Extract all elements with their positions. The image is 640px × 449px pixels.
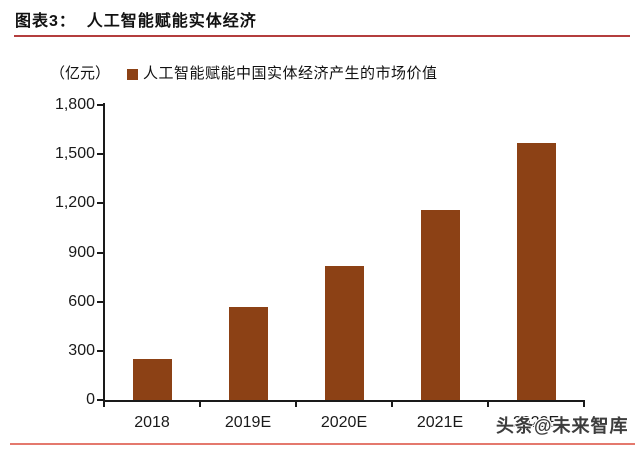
bar-2021E — [420, 209, 460, 400]
title-underline — [14, 35, 630, 37]
y-axis-tick — [97, 251, 103, 254]
x-axis-category-label: 2019E — [224, 414, 272, 431]
x-axis-line — [103, 400, 585, 402]
x-axis-category-label: 2020E — [320, 414, 368, 431]
y-axis-tick-label: 1,800 — [54, 96, 95, 113]
x-axis-tick — [199, 402, 201, 407]
bar-2020E — [324, 265, 364, 400]
legend-swatch-icon — [127, 69, 138, 80]
y-axis-tick-label: 1,200 — [54, 194, 95, 212]
y-axis-tick-label: 900 — [68, 243, 95, 261]
x-axis-category-label: 2021E — [416, 414, 464, 431]
y-axis-tick — [97, 202, 103, 205]
legend-label: 人工智能赋能中国实体经济产生的市场价值 — [143, 65, 438, 82]
x-axis-tick — [583, 402, 585, 407]
watermark: 头条@未来智库 — [496, 416, 629, 436]
bar-2019E — [228, 306, 268, 400]
y-axis-tick — [97, 104, 103, 106]
x-axis-tick — [103, 402, 105, 407]
y-axis-tick-label: 0 — [86, 391, 95, 408]
y-axis-line — [103, 103, 105, 402]
y-axis-tick — [97, 153, 103, 156]
figure-title: 图表3： 人工智能赋能实体经济 — [15, 13, 257, 30]
x-axis-category-label: 2018 — [134, 414, 170, 431]
y-axis-tick — [97, 399, 103, 401]
x-axis-tick — [391, 402, 393, 407]
bottom-divider — [10, 443, 635, 445]
y-axis-tick-label: 1,500 — [54, 145, 95, 163]
bar-2018 — [132, 359, 172, 400]
bar-2022E — [516, 142, 556, 400]
y-axis-unit-label: （亿元） — [50, 65, 111, 82]
x-axis-tick — [487, 402, 489, 407]
y-axis-tick-label: 600 — [68, 292, 95, 310]
x-axis-tick — [295, 402, 297, 407]
y-axis-tick — [97, 349, 103, 352]
y-axis-tick — [97, 300, 103, 303]
y-axis-tick-label: 300 — [68, 341, 95, 359]
x-axis-category-label: 2022E — [512, 414, 560, 431]
